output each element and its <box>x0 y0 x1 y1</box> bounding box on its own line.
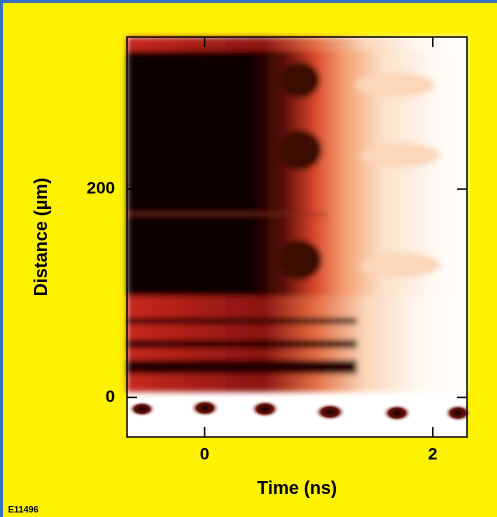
fiducial-dots <box>128 399 472 422</box>
plot-frame <box>126 36 468 438</box>
x-tick-label: 0 <box>200 444 209 463</box>
x-axis-title: Time (ns) <box>257 478 337 498</box>
figure-id: E11496 <box>8 504 39 514</box>
y-tick-label: 0 <box>106 387 115 406</box>
top-border <box>0 0 497 3</box>
y-axis-title: Distance (µm) <box>31 178 51 296</box>
y-tick-label: 200 <box>87 179 115 198</box>
left-border <box>0 0 3 517</box>
streak-image <box>127 37 472 437</box>
x-tick-label: 2 <box>428 444 437 463</box>
